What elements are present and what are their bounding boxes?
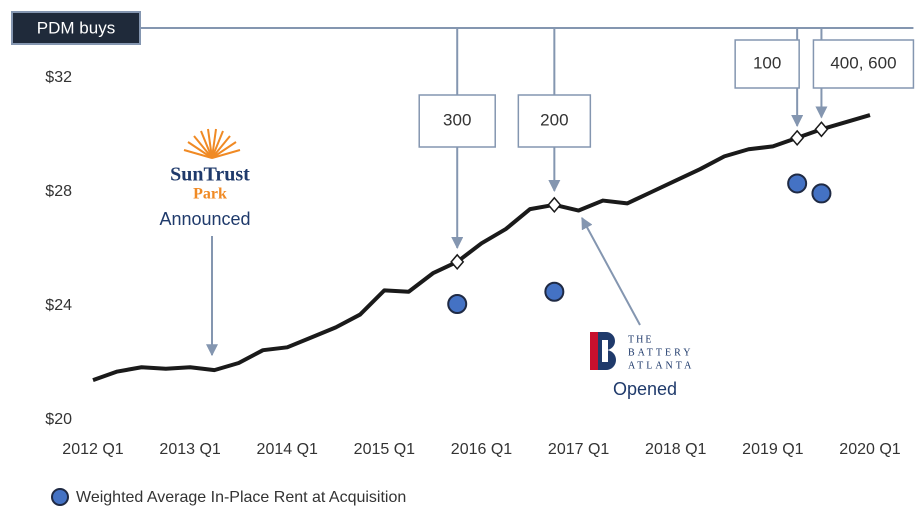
callout-label: 200 <box>540 110 568 129</box>
battery-caption: Opened <box>613 379 677 399</box>
battery-name: BATTERY <box>628 347 693 358</box>
legend-label: Weighted Average In-Place Rent at Acquis… <box>76 489 406 506</box>
callout-box <box>418 94 496 148</box>
acquisition-dot <box>544 281 565 302</box>
battery-logo: THE BATTERY ATLANTA <box>590 332 694 371</box>
pdm-label: PDM buys <box>37 18 115 37</box>
y-tick-label: $28 <box>45 183 72 200</box>
acquisition-dot <box>787 173 808 194</box>
x-tick-label: 2014 Q1 <box>257 441 318 458</box>
callout-box <box>734 39 800 89</box>
battery-atlanta: ATLANTA <box>628 360 694 371</box>
legend-marker <box>51 488 69 506</box>
y-tick-label: $24 <box>45 297 72 314</box>
suntrust-park: Park <box>193 186 227 203</box>
x-tick-label: 2012 Q1 <box>62 441 123 458</box>
callout-label: 300 <box>443 110 471 129</box>
rent-line <box>92 113 871 382</box>
x-tick-label: 2017 Q1 <box>548 441 609 458</box>
acquisition-dot <box>811 183 832 204</box>
suntrust-name: SunTrust <box>170 164 250 186</box>
callout-box <box>517 94 592 148</box>
callout-label: 100 <box>753 53 781 72</box>
pdm-box <box>11 11 141 45</box>
x-tick-label: 2016 Q1 <box>451 441 512 458</box>
x-tick-label: 2013 Q1 <box>159 441 220 458</box>
pdm-diamond <box>450 253 465 270</box>
suntrust-logo: SunTrust Park <box>170 128 250 203</box>
pdm-diamond <box>790 129 805 147</box>
pdm-diamond <box>547 196 562 213</box>
x-tick-label: 2018 Q1 <box>645 441 706 458</box>
battery-the: THE <box>628 334 653 345</box>
battery-arrow <box>581 216 641 326</box>
acquisition-dot <box>447 294 468 315</box>
y-tick-label: $32 <box>45 69 72 86</box>
y-tick-label: $20 <box>45 411 72 428</box>
x-tick-label: 2015 Q1 <box>354 441 415 458</box>
x-tick-label: 2019 Q1 <box>742 441 803 458</box>
callout-label: 400, 600 <box>830 53 896 72</box>
callout-box <box>812 39 915 89</box>
pdm-diamond <box>814 121 829 138</box>
x-tick-label: 2020 Q1 <box>839 441 900 458</box>
suntrust-caption: Announced <box>159 209 250 229</box>
